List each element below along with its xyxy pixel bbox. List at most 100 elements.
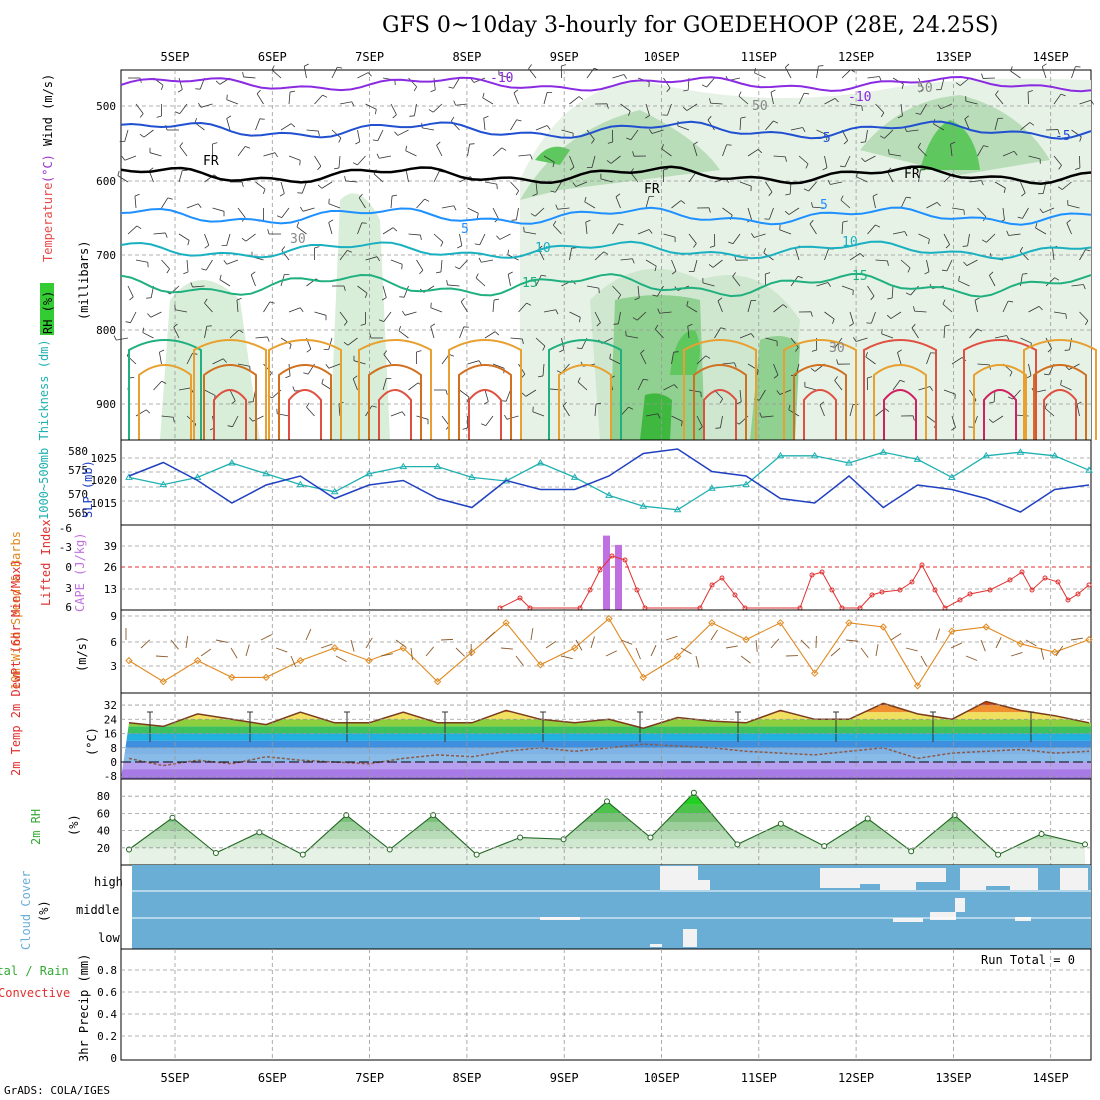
wind-barb-flag — [450, 116, 455, 122]
wind-barb-flag — [842, 220, 848, 223]
thickness-point — [433, 462, 442, 470]
wind-barb — [1028, 155, 1041, 160]
wind10-barb — [200, 648, 212, 657]
rh2m-point — [430, 812, 437, 819]
wind-barb — [130, 311, 137, 323]
wind-barb-flag — [1058, 165, 1062, 170]
wind10-point — [571, 644, 579, 652]
wind-barb-flag — [231, 400, 236, 405]
wind10-barb — [395, 639, 406, 648]
wind-barb — [358, 197, 366, 209]
wind-barb-flag — [204, 244, 210, 249]
wind-barb — [467, 207, 479, 214]
wind-barb-flag — [306, 402, 310, 408]
wind-barb-flag — [708, 264, 714, 268]
rh2m-point — [1082, 841, 1088, 848]
wind-barb-flag — [521, 373, 526, 379]
wind-barb-flag — [1054, 277, 1060, 281]
temp-loop — [963, 339, 1037, 440]
wind-barb — [586, 129, 595, 140]
wind-barb — [321, 181, 333, 189]
wind-barb — [518, 302, 527, 313]
wind-barb — [459, 389, 470, 398]
wind-barb-flag — [289, 344, 292, 350]
wind-barb — [959, 77, 970, 86]
wind-barb — [651, 129, 664, 134]
wind-barb — [816, 282, 829, 287]
wind-barb-flag — [1019, 246, 1024, 252]
wind-barb-flag — [632, 317, 638, 321]
wind-barb-flag — [728, 241, 734, 245]
wind-barb-flag — [843, 140, 848, 145]
wind-barb — [432, 103, 443, 113]
wind-barb — [452, 77, 460, 89]
wind-barb-flag — [129, 296, 134, 301]
wind-barb — [430, 326, 435, 339]
wind-barb-flag — [290, 123, 296, 128]
minmax-bar — [247, 711, 253, 742]
wind-barb — [204, 302, 213, 313]
upper-wind-barbs — [113, 63, 1095, 431]
wind10-barb — [545, 640, 557, 649]
wind-barb — [926, 415, 937, 424]
lifted-index-point — [809, 572, 815, 578]
wind-barb — [892, 380, 901, 391]
wind-barb — [513, 92, 519, 105]
thickness-line — [128, 451, 1090, 511]
wind-barb-flag — [328, 219, 334, 223]
wind-barb-flag — [405, 145, 408, 151]
wind-barb — [677, 125, 690, 131]
wind10-barb — [695, 655, 700, 668]
wind-barb — [849, 311, 854, 324]
wind-barb — [398, 330, 409, 339]
wind-barb-flag — [201, 268, 207, 271]
wind-barb — [219, 279, 231, 287]
wind-barb-flag — [530, 213, 536, 217]
wind-barb — [328, 203, 341, 209]
wind-barb — [200, 103, 213, 108]
wind10-barb — [155, 655, 169, 658]
tick-label: 1025 — [91, 452, 118, 465]
wind-barb — [1060, 384, 1072, 391]
wind10-point — [365, 656, 373, 665]
wind10-barb — [590, 636, 595, 649]
wind10-barb — [245, 644, 250, 657]
wind-barb-flag — [522, 338, 524, 345]
wind-barb-flag — [645, 115, 650, 119]
wind-barb-flag — [834, 98, 839, 103]
temp-loop — [448, 339, 522, 440]
wind10-barb — [260, 634, 272, 641]
wind-barb-flag — [480, 423, 486, 426]
wind10-barb — [185, 636, 189, 649]
wind-barb-flag — [717, 297, 723, 302]
wind-barb-flag — [1084, 320, 1089, 326]
wind-barb-flag — [963, 261, 968, 266]
rh-band — [129, 847, 1085, 865]
tick-label: 8 — [110, 742, 117, 755]
wind10-point — [159, 677, 167, 686]
wind-barb-flag — [915, 112, 921, 115]
temp-loop — [138, 364, 192, 440]
wind-barb-flag — [241, 237, 247, 242]
label-slp: SLP (mb) — [81, 460, 95, 518]
contour-10 — [120, 240, 1092, 260]
wind-barb — [977, 363, 990, 366]
wind-barb — [841, 222, 844, 235]
wind-barb — [620, 103, 631, 112]
wind-barb-flag — [1007, 396, 1013, 400]
wind-barb — [630, 172, 639, 183]
wind-barb-flag — [542, 345, 546, 351]
wind-barb-flag — [640, 349, 645, 354]
wind-barb — [926, 352, 931, 365]
wind-barb — [205, 259, 213, 271]
thickness-point — [159, 480, 168, 488]
wind-barb-flag — [371, 405, 377, 408]
wind-barb — [314, 94, 323, 105]
wind-barb-flag — [448, 86, 454, 89]
wind-barb — [562, 405, 570, 417]
wind-barb — [124, 155, 137, 161]
wind-barb-flag — [941, 269, 947, 272]
rh2m-point — [126, 846, 132, 853]
temp-loop — [193, 339, 267, 440]
contour-label: 5 — [820, 198, 828, 213]
